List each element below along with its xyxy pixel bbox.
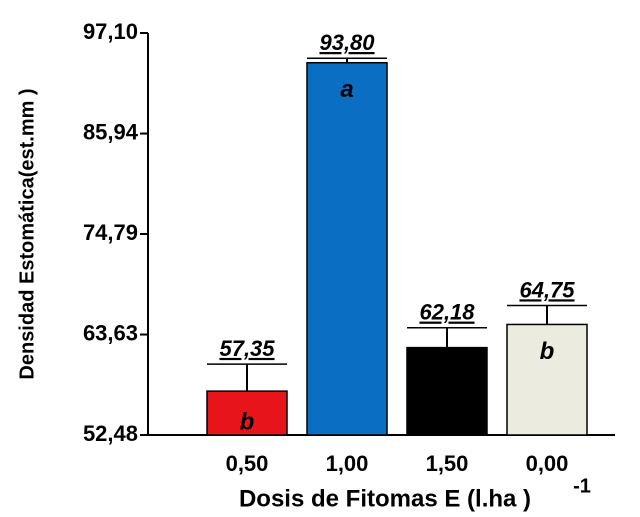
x-tick-label: 0,00: [526, 451, 569, 476]
y-tick-label: 85,94: [83, 119, 139, 144]
y-tick-label: 63,63: [83, 320, 138, 345]
significance-letter: b: [540, 338, 555, 365]
x-tick-label: 0,50: [226, 451, 269, 476]
x-axis-label-superscript: -1: [573, 475, 591, 497]
significance-letter: b: [440, 361, 455, 388]
significance-letter: b: [240, 408, 255, 435]
value-label: 93,80: [319, 30, 375, 55]
y-axis-label: Densidad Estomática(est.mm ): [16, 88, 38, 379]
significance-letter: a: [340, 76, 353, 103]
x-tick-label: 1,50: [426, 451, 469, 476]
y-tick-label: 97,10: [83, 19, 138, 44]
value-label: 62,18: [419, 300, 475, 325]
x-axis-label: Dosis de Fitomas E (l.ha ): [239, 485, 531, 512]
bar: [306, 61, 388, 436]
value-label: 57,35: [219, 336, 275, 361]
value-label: 64,75: [519, 277, 575, 302]
bar: [406, 346, 488, 436]
bar: [506, 323, 588, 436]
y-tick-label: 74,79: [83, 220, 138, 245]
y-tick-label: 52,48: [83, 421, 138, 446]
bar: [206, 390, 288, 436]
x-tick-label: 1,00: [326, 451, 369, 476]
